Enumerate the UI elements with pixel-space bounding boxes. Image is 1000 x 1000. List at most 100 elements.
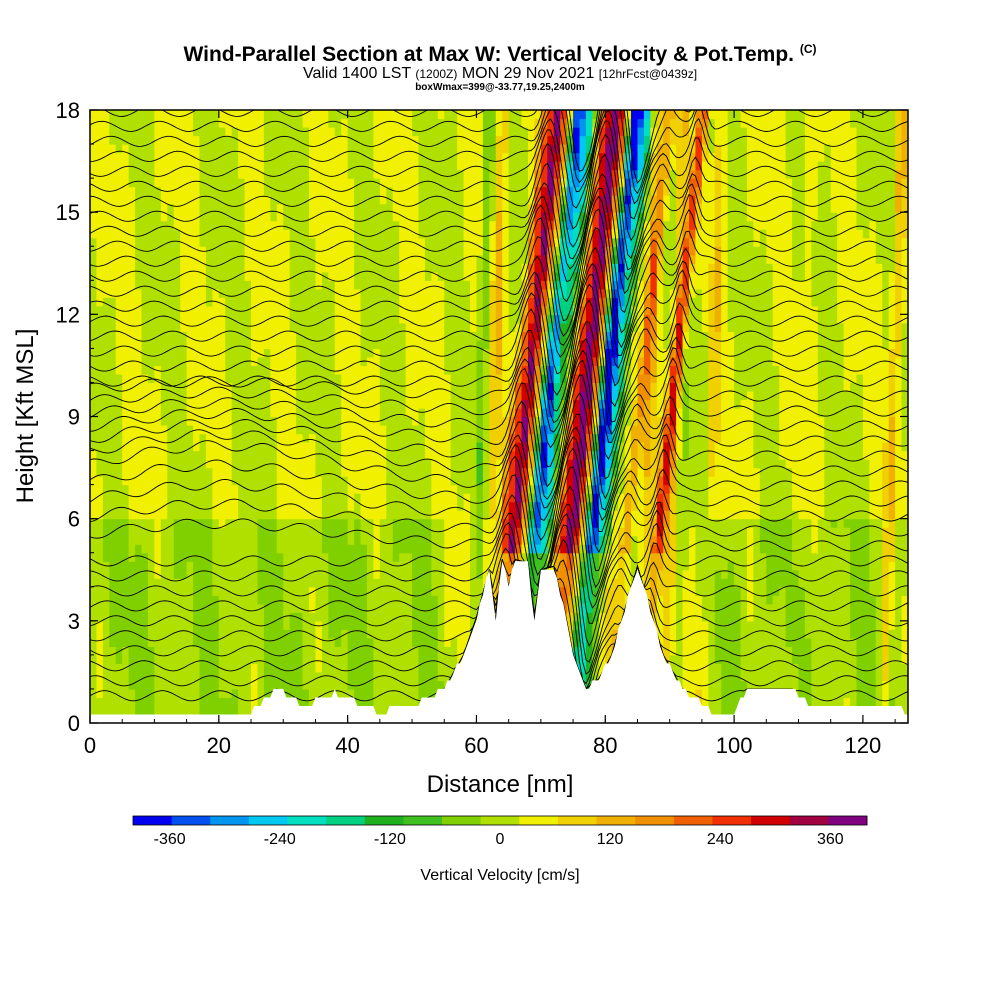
w-cell (457, 493, 465, 503)
w-cell (412, 467, 420, 477)
w-cell (489, 186, 497, 196)
w-cell (386, 169, 394, 179)
w-cell (515, 382, 523, 392)
w-cell (238, 450, 246, 460)
w-cell (296, 297, 304, 307)
w-cell (276, 544, 284, 554)
w-cell (296, 629, 304, 639)
w-cell (457, 254, 465, 264)
w-cell (386, 373, 394, 384)
w-cell (141, 322, 149, 332)
w-cell (489, 373, 497, 384)
w-cell (276, 110, 284, 120)
w-cell (470, 237, 478, 247)
w-cell (386, 459, 394, 469)
w-cell (412, 314, 420, 324)
w-cell (251, 331, 259, 341)
w-cell (263, 663, 271, 673)
w-cell (495, 569, 503, 579)
w-cell (489, 305, 497, 315)
w-cell (180, 322, 188, 332)
w-cell (482, 390, 490, 401)
w-cell (218, 178, 226, 188)
w-cell (527, 527, 536, 537)
w-cell (180, 263, 188, 273)
w-cell (289, 552, 297, 562)
w-cell (521, 390, 529, 401)
w-cell (193, 229, 201, 239)
w-cell (328, 578, 336, 588)
w-cell (167, 603, 175, 613)
w-cell (147, 161, 156, 171)
w-cell (521, 459, 529, 469)
w-cell (225, 552, 233, 562)
w-cell (296, 697, 304, 707)
w-cell (341, 399, 349, 409)
w-cell (450, 212, 458, 222)
w-cell (199, 110, 207, 120)
w-cell (231, 263, 239, 273)
w-cell (167, 212, 175, 222)
w-cell (489, 433, 497, 443)
w-cell (334, 569, 342, 579)
w-cell (341, 407, 349, 418)
w-cell (354, 646, 362, 656)
w-cell (360, 654, 368, 664)
w-cell (296, 493, 304, 503)
w-cell (424, 118, 432, 128)
w-cell (218, 314, 226, 324)
w-cell (347, 203, 355, 213)
w-cell (431, 425, 439, 435)
w-cell (244, 705, 252, 716)
w-cell (90, 254, 98, 264)
w-cell (315, 271, 323, 281)
w-cell (160, 535, 168, 545)
w-cell (205, 637, 213, 647)
w-cell (251, 246, 259, 256)
w-cell (334, 442, 342, 452)
w-cell (315, 339, 323, 349)
w-cell (231, 671, 239, 682)
w-cell (135, 271, 143, 281)
w-cell (225, 220, 233, 230)
w-cell (360, 544, 368, 554)
w-cell (90, 135, 98, 145)
w-cell (296, 203, 304, 213)
w-cell (521, 416, 529, 426)
w-cell (302, 535, 310, 545)
w-cell (160, 246, 168, 256)
w-cell (431, 442, 439, 452)
w-cell (412, 399, 420, 409)
w-cell (276, 118, 284, 128)
w-cell (360, 161, 368, 171)
w-cell (405, 314, 413, 324)
w-cell (154, 127, 162, 137)
w-cell (199, 288, 207, 298)
w-cell (392, 118, 400, 128)
w-cell (334, 178, 342, 188)
w-cell (115, 348, 123, 358)
w-cell (109, 544, 117, 554)
w-cell (418, 195, 426, 205)
w-cell (135, 237, 143, 247)
w-cell (405, 518, 413, 528)
w-cell (128, 322, 136, 332)
w-cell (128, 169, 136, 179)
w-cell (418, 510, 426, 520)
w-cell (495, 220, 503, 230)
w-cell (225, 169, 233, 179)
w-cell (96, 118, 104, 128)
w-cell (296, 339, 304, 349)
w-cell (315, 510, 323, 520)
w-cell (360, 629, 368, 639)
w-cell (257, 629, 265, 639)
w-cell (128, 425, 136, 435)
w-cell (360, 433, 368, 443)
w-cell (102, 195, 110, 205)
w-cell (218, 620, 226, 630)
w-cell (225, 118, 233, 128)
w-cell (495, 425, 503, 435)
w-cell (244, 195, 252, 205)
w-cell (379, 161, 387, 171)
w-cell (96, 603, 104, 613)
